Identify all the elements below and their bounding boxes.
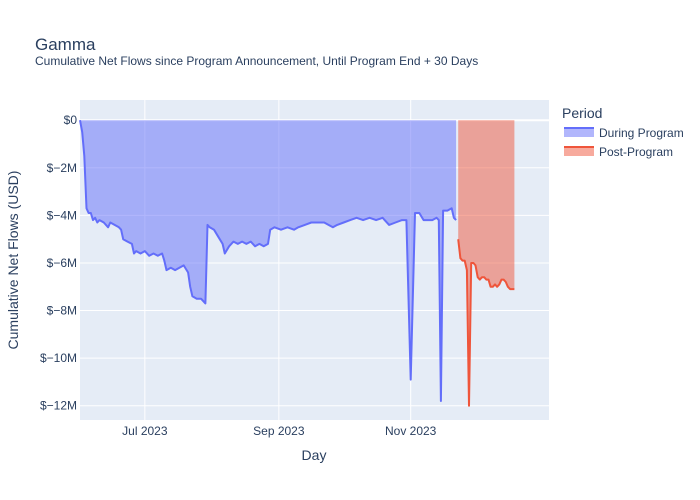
chart-subtitle: Cumulative Net Flows since Program Annou… [35, 54, 478, 68]
y-tick-label: $−6M [47, 256, 77, 270]
series-layer [79, 120, 515, 407]
y-axis-title: Cumulative Net Flows (USD) [5, 171, 21, 350]
chart-title: Gamma [35, 35, 96, 54]
legend-title: Period [562, 105, 602, 121]
legend-item[interactable]: During Program [564, 126, 684, 140]
x-tick-label: Jul 2023 [122, 424, 168, 438]
series-area [80, 120, 457, 401]
series-0 [79, 120, 457, 402]
y-axis-ticks: $0 $−2M $−4M $−6M $−8M $−10M $−12M [40, 113, 77, 413]
legend-label: Post-Program [599, 145, 673, 159]
series-line [79, 120, 457, 402]
y-tick-label: $−8M [47, 304, 77, 318]
y-tick-label: $−12M [40, 399, 77, 413]
series-line [457, 239, 515, 407]
legend: Period During Program Post-Program [562, 105, 684, 159]
x-axis-title: Day [302, 447, 327, 463]
series-1 [457, 120, 515, 407]
legend-swatch [564, 128, 594, 137]
y-tick-label: $0 [64, 113, 78, 127]
legend-label: During Program [599, 126, 684, 140]
y-tick-label: $−2M [47, 161, 77, 175]
x-tick-label: Sep 2023 [253, 424, 305, 438]
y-tick-label: $−4M [47, 208, 77, 222]
y-tick-label: $−10M [40, 351, 77, 365]
legend-item[interactable]: Post-Program [564, 145, 673, 159]
x-tick-label: Nov 2023 [385, 424, 437, 438]
x-axis-ticks: Jul 2023 Sep 2023 Nov 2023 [122, 424, 437, 438]
legend-swatch [564, 147, 594, 156]
series-area [458, 120, 515, 406]
